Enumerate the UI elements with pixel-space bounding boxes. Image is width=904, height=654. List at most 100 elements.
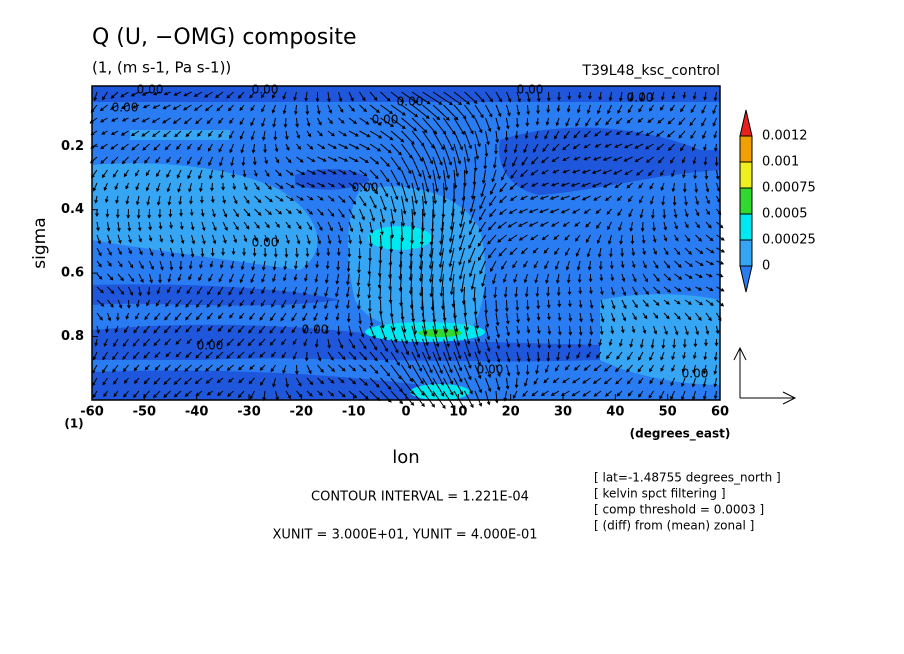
wind-vector bbox=[359, 130, 371, 138]
wind-vector bbox=[159, 234, 164, 243]
wind-vector bbox=[338, 104, 344, 113]
wind-vector bbox=[233, 208, 239, 218]
wind-vector bbox=[587, 338, 592, 348]
wind-vector bbox=[401, 104, 419, 118]
wind-vector bbox=[144, 364, 150, 371]
wind-vector bbox=[282, 104, 287, 115]
wind-vector bbox=[96, 221, 100, 232]
wind-vector bbox=[261, 104, 266, 113]
wind-vector bbox=[612, 156, 623, 162]
wind-vector bbox=[359, 377, 368, 386]
wind-vector bbox=[479, 260, 486, 275]
wind-vector bbox=[524, 130, 529, 140]
wind-vector bbox=[217, 325, 224, 332]
wind-vector bbox=[617, 208, 623, 217]
wind-vector bbox=[141, 130, 150, 137]
wind-vector bbox=[516, 338, 521, 349]
wind-vector bbox=[657, 156, 665, 164]
wind-vector bbox=[317, 130, 323, 137]
wind-vector bbox=[680, 143, 686, 152]
wind-vector bbox=[583, 156, 591, 161]
wind-vector bbox=[107, 247, 112, 256]
wind-vector bbox=[469, 195, 476, 213]
wind-vector bbox=[271, 104, 276, 114]
wind-vector bbox=[479, 195, 486, 210]
wind-vector bbox=[639, 91, 644, 102]
wind-vector bbox=[380, 169, 390, 183]
wind-vector bbox=[296, 195, 304, 201]
wind-vector bbox=[336, 325, 341, 336]
wind-vector bbox=[630, 234, 635, 245]
x-tick-label: 40 bbox=[606, 405, 624, 420]
wind-vector bbox=[474, 351, 481, 367]
wind-vector bbox=[702, 364, 707, 375]
wind-vector bbox=[545, 117, 550, 126]
wind-vector bbox=[327, 182, 335, 188]
wind-vector bbox=[250, 273, 255, 284]
wind-vector bbox=[296, 130, 301, 139]
wind-vector bbox=[302, 312, 308, 322]
wind-vector bbox=[503, 286, 508, 299]
wind-vector bbox=[411, 364, 424, 385]
wind-vector bbox=[509, 247, 518, 256]
wind-vector bbox=[495, 325, 501, 339]
wind-vector bbox=[653, 286, 661, 294]
wind-vector bbox=[507, 234, 518, 242]
note: [ (diff) from (mean) zonal ] bbox=[594, 519, 754, 533]
wind-vector bbox=[348, 338, 356, 349]
wind-vector bbox=[306, 117, 311, 127]
wind-vector bbox=[714, 156, 719, 167]
wind-vector bbox=[504, 130, 509, 142]
wind-vector bbox=[598, 260, 603, 271]
wind-vector bbox=[135, 182, 140, 191]
wind-vector bbox=[243, 208, 251, 217]
wind-vector bbox=[627, 195, 633, 203]
wind-vector bbox=[555, 273, 560, 284]
wind-vector bbox=[369, 156, 380, 165]
wind-vector bbox=[695, 195, 699, 206]
wind-vector bbox=[200, 247, 205, 258]
wind-vector bbox=[100, 156, 108, 164]
wind-vector bbox=[380, 182, 389, 198]
wind-vector bbox=[418, 260, 423, 282]
wind-vector bbox=[113, 390, 119, 398]
contour-fill bbox=[368, 226, 432, 250]
wind-vector bbox=[443, 312, 449, 334]
wind-vector bbox=[528, 221, 539, 227]
wind-vector bbox=[115, 312, 120, 322]
wind-vector bbox=[177, 182, 182, 193]
wind-vector bbox=[564, 234, 570, 241]
wind-vector bbox=[432, 130, 445, 151]
wind-vector bbox=[291, 299, 297, 309]
wind-vector bbox=[539, 195, 549, 200]
wind-vector bbox=[380, 91, 391, 102]
wind-vector bbox=[199, 182, 203, 193]
wind-vector bbox=[544, 364, 549, 374]
wind-vector bbox=[222, 221, 228, 231]
wind-vector bbox=[693, 169, 697, 180]
wind-vector bbox=[185, 299, 192, 308]
wind-vector bbox=[652, 234, 657, 244]
wind-vector bbox=[453, 351, 463, 372]
wind-vector bbox=[137, 221, 142, 232]
wind-vector bbox=[690, 130, 696, 140]
wind-vector bbox=[638, 377, 644, 385]
reference-vector bbox=[733, 346, 797, 405]
wind-vector bbox=[671, 182, 676, 193]
wind-vector bbox=[663, 299, 670, 305]
wind-vector bbox=[164, 143, 171, 151]
wind-vector bbox=[553, 234, 560, 240]
wind-vector bbox=[189, 195, 193, 205]
wind-vector bbox=[621, 312, 627, 322]
wind-vector bbox=[128, 234, 132, 244]
wind-vector bbox=[501, 260, 507, 270]
contour-fill bbox=[92, 324, 600, 362]
wind-vector bbox=[222, 234, 227, 244]
wind-vector bbox=[207, 286, 213, 296]
wind-vector bbox=[500, 169, 507, 181]
wind-vector bbox=[292, 351, 297, 361]
wind-vector bbox=[609, 260, 614, 270]
wind-vector bbox=[285, 169, 294, 176]
wind-vector bbox=[219, 156, 224, 167]
wind-vector bbox=[275, 156, 280, 164]
